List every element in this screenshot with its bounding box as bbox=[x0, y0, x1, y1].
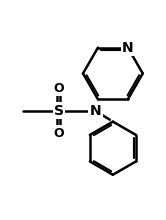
Text: N: N bbox=[122, 41, 134, 55]
Text: O: O bbox=[54, 82, 64, 95]
Text: S: S bbox=[54, 104, 64, 118]
Text: O: O bbox=[54, 127, 64, 140]
Text: N: N bbox=[90, 104, 101, 118]
